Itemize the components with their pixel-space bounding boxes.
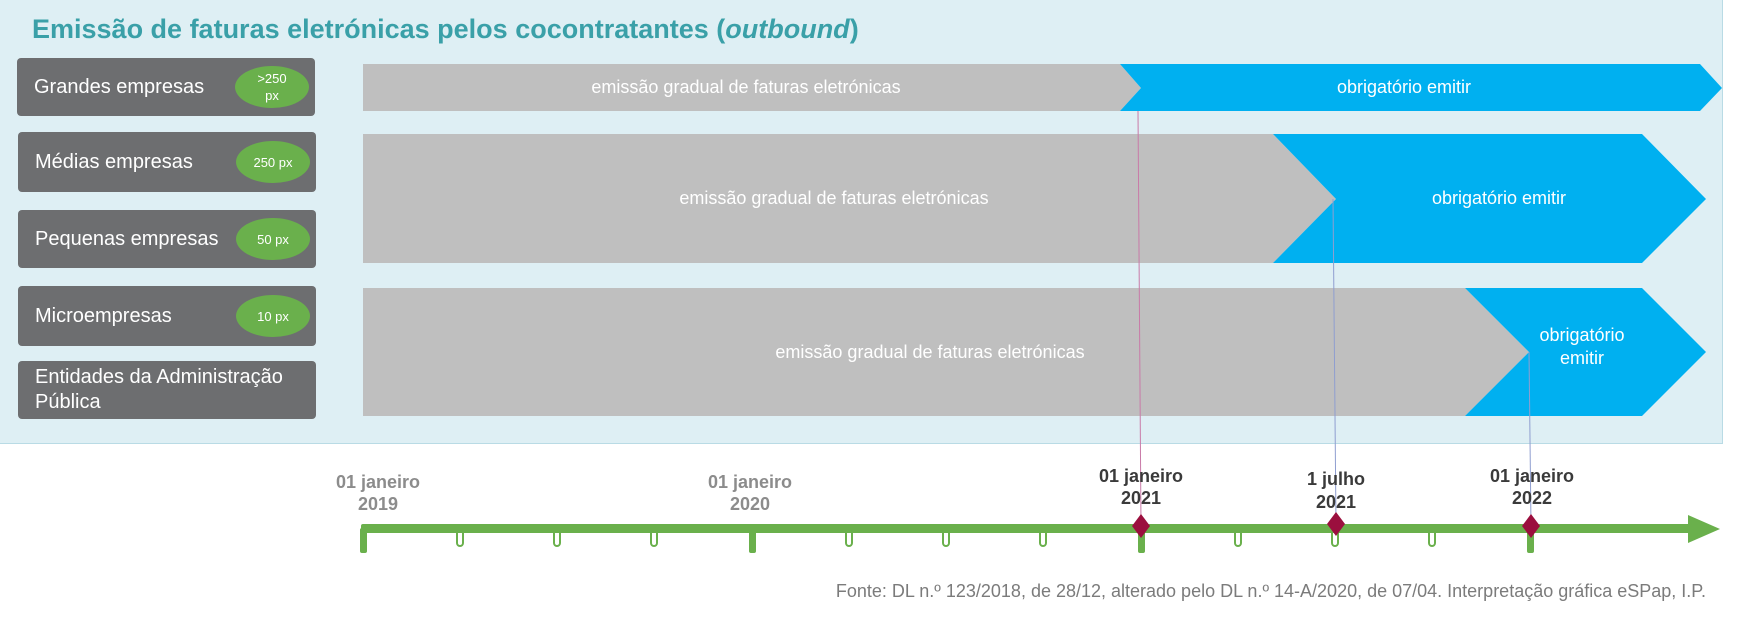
category-label: Pequenas empresas [35, 227, 219, 250]
timeline-major-tick [749, 528, 756, 553]
gradual-arrow [363, 64, 1141, 111]
category-public-administration: Entidades da Administração Pública [18, 361, 316, 419]
size-badge: 250 px [236, 141, 310, 183]
mandatory-arrow [1465, 288, 1706, 416]
milestone-connector [1528, 351, 1532, 527]
timeline-minor-tick [1234, 533, 1242, 547]
date-label: 01 janeiro 2021 [1099, 466, 1183, 508]
category-micro-companies: Microempresas 10 px [18, 286, 316, 346]
timeline-minor-tick [1428, 533, 1436, 547]
badge-text: >250 px [257, 71, 287, 103]
mandatory-arrow [1273, 134, 1706, 263]
category-label: Microempresas [35, 304, 172, 327]
size-badge: 10 px [236, 295, 310, 337]
category-label: Entidades da Administração Pública [35, 366, 283, 413]
date-label: 01 janeiro 2019 [336, 472, 420, 514]
title-end: ) [849, 14, 859, 44]
mandatory-arrow [1120, 64, 1722, 111]
mandatory-label: obrigatório emitir [1539, 325, 1624, 368]
badge-text: 10 px [257, 308, 289, 324]
milestone-connector [1332, 198, 1337, 525]
timeline-major-tick [360, 528, 367, 553]
milestone-diamond-icon [1327, 512, 1345, 536]
category-large-companies: Grandes empresas >250 px [17, 58, 315, 116]
date-label: 01 janeiro 2020 [708, 472, 792, 514]
category-label: Médias empresas [35, 150, 193, 173]
timeline-bar [361, 524, 1691, 533]
title-emphasis: outbound [725, 14, 850, 44]
gradual-label: emissão gradual de faturas eletrónicas [591, 77, 900, 97]
timeline-minor-tick [650, 533, 658, 547]
gradual-arrow [363, 288, 1529, 416]
badge-text: 250 px [253, 154, 293, 170]
date-label: 01 janeiro 2022 [1490, 466, 1574, 508]
timeline-minor-tick [942, 533, 950, 547]
milestone-diamond-icon [1132, 514, 1150, 538]
timeline-minor-tick [456, 533, 464, 547]
mandatory-label: obrigatório emitir [1337, 77, 1471, 97]
gradual-arrow [363, 134, 1336, 263]
timeline-minor-tick [845, 533, 853, 547]
gradual-label: emissão gradual de faturas eletrónicas [775, 342, 1084, 362]
date-label: 1 julho 2021 [1307, 469, 1365, 512]
size-badge: 50 px [236, 218, 310, 260]
category-small-companies: Pequenas empresas 50 px [18, 210, 316, 268]
timeline-minor-ticks [456, 533, 1436, 547]
milestone-connector [1137, 110, 1142, 527]
category-medium-companies: Médias empresas 250 px [18, 132, 316, 192]
milestone-diamond-icon [1522, 514, 1540, 538]
badge-text: 50 px [257, 231, 289, 247]
title-text: Emissão de faturas eletrónicas pelos coc… [32, 14, 726, 44]
timeline-minor-tick [1331, 533, 1339, 547]
timeline-arrowhead [1688, 515, 1720, 543]
size-badge: >250 px [235, 66, 309, 108]
timeline-axis [360, 512, 1720, 553]
mandatory-label: obrigatório emitir [1432, 188, 1566, 208]
source-note: Fonte: DL n.º 123/2018, de 28/12, altera… [835, 581, 1706, 601]
category-label: Grandes empresas [34, 75, 205, 98]
gradual-label: emissão gradual de faturas eletrónicas [679, 188, 988, 208]
page-title: Emissão de faturas eletrónicas pelos coc… [32, 14, 859, 45]
timeline-minor-tick [1039, 533, 1047, 547]
timeline-minor-tick [553, 533, 561, 547]
